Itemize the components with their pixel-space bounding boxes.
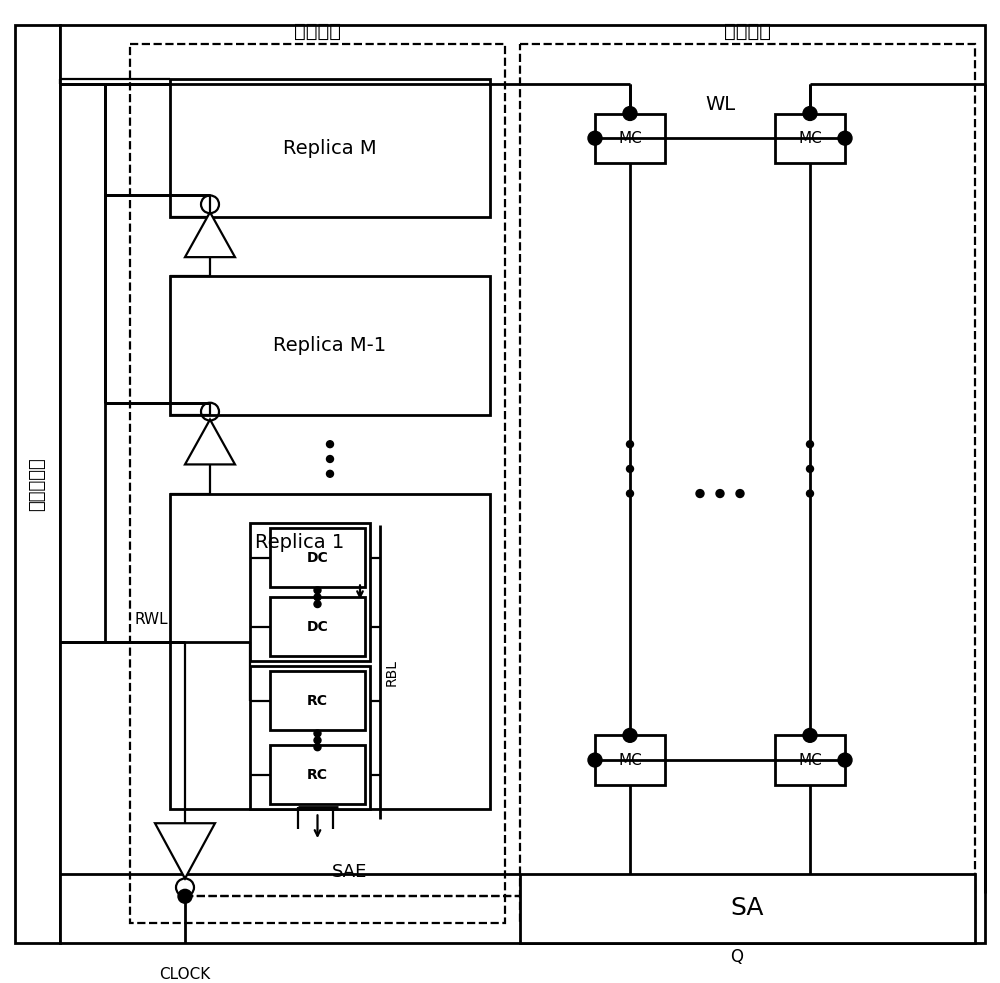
Circle shape <box>626 491 634 497</box>
Circle shape <box>626 465 634 472</box>
Text: SA: SA <box>731 896 764 920</box>
Bar <box>775 113 845 163</box>
Bar <box>130 44 505 923</box>
Bar <box>170 493 490 809</box>
Text: MC: MC <box>798 131 822 145</box>
Text: 存储阵列: 存储阵列 <box>724 22 771 41</box>
Circle shape <box>838 753 852 767</box>
Bar <box>270 745 365 804</box>
Text: DC: DC <box>307 550 328 564</box>
Circle shape <box>803 106 817 121</box>
Bar <box>250 666 370 809</box>
Circle shape <box>326 440 334 447</box>
Circle shape <box>696 490 704 497</box>
Circle shape <box>806 440 814 447</box>
Bar <box>15 25 60 943</box>
Text: MC: MC <box>798 753 822 768</box>
Text: 控制和译码: 控制和译码 <box>28 457 46 510</box>
Text: RWL: RWL <box>135 611 169 627</box>
Circle shape <box>838 132 852 145</box>
Polygon shape <box>185 420 235 464</box>
Text: WL: WL <box>705 94 735 113</box>
Text: RBL: RBL <box>385 659 399 686</box>
Bar <box>775 735 845 784</box>
Text: SAE: SAE <box>332 863 368 882</box>
Circle shape <box>736 490 744 497</box>
Polygon shape <box>155 823 215 879</box>
Bar <box>270 598 365 657</box>
Text: Q: Q <box>730 949 743 966</box>
Circle shape <box>806 465 814 472</box>
Circle shape <box>314 730 321 737</box>
Circle shape <box>623 106 637 121</box>
Text: MC: MC <box>618 131 642 145</box>
Text: DC: DC <box>307 620 328 634</box>
Circle shape <box>716 490 724 497</box>
Bar <box>595 735 665 784</box>
Text: Replica M-1: Replica M-1 <box>273 336 387 355</box>
Text: RC: RC <box>307 694 328 708</box>
Circle shape <box>588 132 602 145</box>
Circle shape <box>803 728 817 742</box>
Circle shape <box>626 440 634 447</box>
Circle shape <box>806 491 814 497</box>
Text: Replica M: Replica M <box>283 139 377 157</box>
Bar <box>270 671 365 730</box>
Circle shape <box>588 753 602 767</box>
Circle shape <box>314 594 321 601</box>
Text: MC: MC <box>618 753 642 768</box>
Bar <box>270 528 365 587</box>
Circle shape <box>326 470 334 478</box>
Bar <box>170 79 490 217</box>
Bar <box>520 44 975 923</box>
Bar <box>170 276 490 415</box>
Circle shape <box>623 728 637 742</box>
Text: RC: RC <box>307 768 328 781</box>
Text: 时序复制: 时序复制 <box>294 22 341 41</box>
Circle shape <box>326 455 334 462</box>
Bar <box>520 874 975 943</box>
Polygon shape <box>185 212 235 258</box>
Bar <box>250 523 370 662</box>
Circle shape <box>314 744 321 751</box>
Bar <box>595 113 665 163</box>
Text: CLOCK: CLOCK <box>159 967 211 982</box>
Circle shape <box>178 890 192 903</box>
Circle shape <box>314 737 321 744</box>
Text: Replica 1: Replica 1 <box>255 534 345 552</box>
Circle shape <box>314 601 321 607</box>
Circle shape <box>314 587 321 594</box>
